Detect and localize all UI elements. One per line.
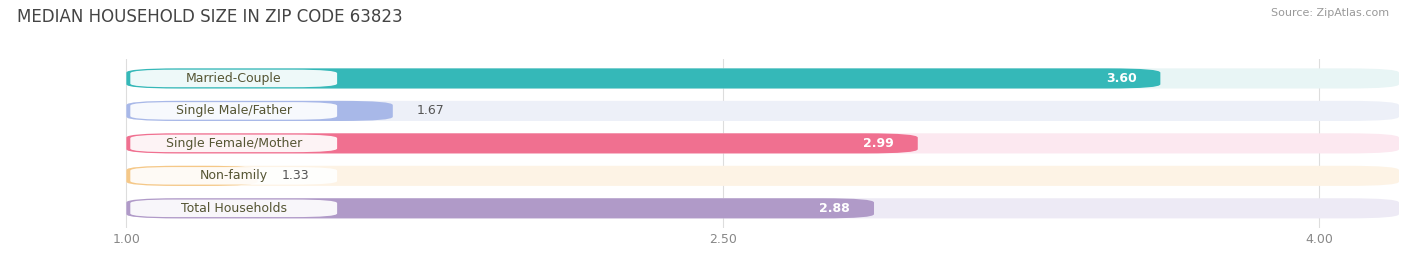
Text: 1.67: 1.67 [416,105,444,117]
Text: Non-family: Non-family [200,169,267,182]
Text: MEDIAN HOUSEHOLD SIZE IN ZIP CODE 63823: MEDIAN HOUSEHOLD SIZE IN ZIP CODE 63823 [17,8,402,26]
FancyBboxPatch shape [127,198,875,218]
FancyBboxPatch shape [127,101,1399,121]
Text: Married-Couple: Married-Couple [186,72,281,85]
FancyBboxPatch shape [127,133,918,154]
FancyBboxPatch shape [131,135,337,152]
FancyBboxPatch shape [131,70,337,87]
Text: 2.88: 2.88 [820,202,851,215]
FancyBboxPatch shape [127,68,1160,88]
Text: 3.60: 3.60 [1105,72,1136,85]
Text: Single Male/Father: Single Male/Father [176,105,291,117]
FancyBboxPatch shape [127,101,392,121]
Text: 1.33: 1.33 [281,169,309,182]
FancyBboxPatch shape [131,200,337,217]
Text: 2.99: 2.99 [863,137,894,150]
FancyBboxPatch shape [127,133,1399,154]
Text: Total Households: Total Households [181,202,287,215]
FancyBboxPatch shape [127,198,1399,218]
FancyBboxPatch shape [131,167,337,185]
FancyBboxPatch shape [127,68,1399,88]
Text: Single Female/Mother: Single Female/Mother [166,137,302,150]
Text: Source: ZipAtlas.com: Source: ZipAtlas.com [1271,8,1389,18]
FancyBboxPatch shape [131,102,337,120]
FancyBboxPatch shape [127,166,1399,186]
FancyBboxPatch shape [127,166,257,186]
